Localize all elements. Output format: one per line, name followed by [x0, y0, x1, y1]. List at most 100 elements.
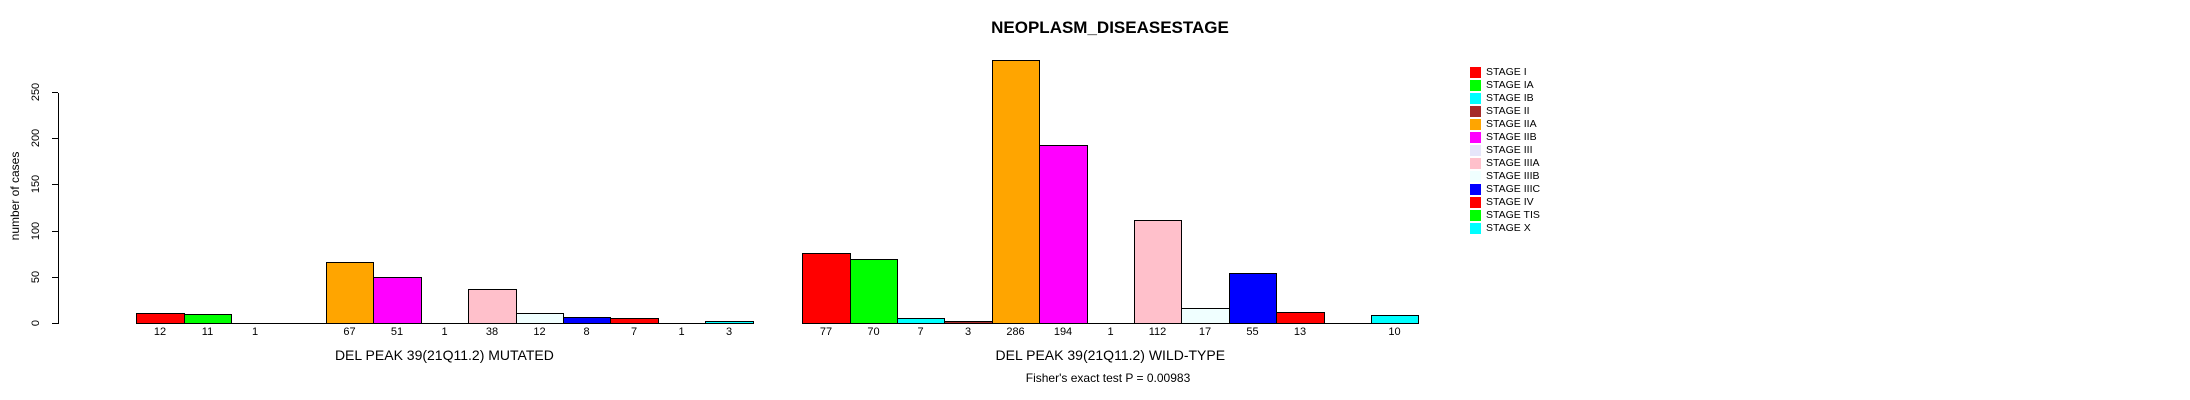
legend-label: STAGE IA	[1486, 79, 1534, 91]
x-axis-group-label: DEL PEAK 39(21Q11.2) WILD-TYPE	[995, 347, 1226, 363]
bar-value-label: 7	[630, 326, 638, 338]
legend-swatch	[1470, 106, 1481, 117]
bar-value-label: 8	[583, 326, 590, 338]
legend-swatch	[1470, 80, 1481, 91]
bar	[1229, 273, 1277, 324]
bar	[1181, 308, 1230, 324]
x-axis-group-label: DEL PEAK 39(21Q11.2) MUTATED	[334, 347, 554, 363]
bar	[944, 321, 993, 324]
legend-swatch	[1470, 171, 1481, 182]
bar-value-label: 12	[153, 326, 167, 338]
legend-item: STAGE TIS	[1470, 209, 1540, 222]
bar	[563, 317, 611, 324]
bar-value-label: 70	[867, 326, 880, 338]
bar	[373, 277, 422, 324]
legend-item: STAGE IV	[1470, 196, 1540, 209]
legend-item: STAGE II	[1470, 105, 1540, 118]
legend-item: STAGE III	[1470, 144, 1540, 157]
bar-value-label: 10	[1388, 326, 1401, 338]
legend-label: STAGE IIIA	[1486, 157, 1540, 169]
bar	[516, 313, 564, 324]
legend-swatch	[1470, 132, 1481, 143]
bar	[468, 289, 517, 324]
legend-item: STAGE IIIB	[1470, 170, 1540, 183]
bar	[184, 314, 232, 324]
legend-label: STAGE II	[1486, 105, 1530, 117]
legend-label: STAGE IIB	[1486, 131, 1537, 143]
legend-swatch	[1470, 197, 1481, 208]
legend-item: STAGE IIIA	[1470, 157, 1540, 170]
legend-item: STAGE X	[1470, 222, 1540, 235]
legend-swatch	[1470, 119, 1481, 130]
bar-value-label: 77	[819, 326, 833, 338]
bar-value-label: 51	[390, 326, 404, 338]
y-tick	[52, 92, 58, 93]
bar	[1039, 145, 1088, 324]
bar	[1276, 312, 1325, 324]
bar-value-label: 3	[725, 326, 733, 338]
bar	[802, 253, 851, 324]
bar-value-label: 12	[533, 326, 546, 338]
legend-label: STAGE III	[1486, 144, 1533, 156]
bar-value-label: 286	[1006, 326, 1025, 338]
bar-value-label: 1	[251, 326, 259, 338]
bar	[897, 318, 945, 324]
legend-label: STAGE IV	[1486, 196, 1534, 208]
bar-value-label: 1	[678, 326, 685, 338]
bar	[231, 323, 280, 324]
legend-label: STAGE IIA	[1486, 118, 1537, 130]
legend-swatch	[1470, 93, 1481, 104]
bar	[421, 323, 469, 324]
y-tick-label: 200	[30, 128, 42, 148]
bar-value-label: 112	[1148, 326, 1167, 338]
bar-value-label: 13	[1293, 326, 1307, 338]
legend-swatch	[1470, 158, 1481, 169]
y-axis-title: number of cases	[8, 151, 22, 241]
y-tick-label: 50	[30, 270, 42, 284]
legend-label: STAGE X	[1486, 222, 1531, 234]
legend-item: STAGE IA	[1470, 79, 1540, 92]
fisher-test-caption: Fisher's exact test P = 0.00983	[1025, 371, 1191, 385]
legend-label: STAGE TIS	[1486, 209, 1540, 221]
bar-value-label: 17	[1198, 326, 1212, 338]
legend-label: STAGE IIIC	[1486, 183, 1541, 195]
bar	[992, 60, 1040, 324]
y-tick	[52, 277, 58, 278]
legend-swatch	[1470, 184, 1481, 195]
legend-item: STAGE IIA	[1470, 118, 1540, 131]
bar	[610, 318, 659, 324]
bar-value-label: 194	[1053, 326, 1073, 338]
legend-swatch	[1470, 67, 1481, 78]
y-tick-label: 100	[30, 221, 42, 241]
bar	[658, 323, 706, 324]
legend: STAGE I STAGE IA STAGE IB STAGE II STAGE IIA…	[1470, 66, 1540, 235]
bar	[850, 259, 898, 324]
legend-item: STAGE IIIC	[1470, 183, 1540, 196]
y-tick-label: 0	[30, 319, 42, 327]
bar-value-label: 11	[201, 326, 214, 338]
y-tick	[52, 231, 58, 232]
bar	[1134, 220, 1182, 324]
bar-value-label: 67	[343, 326, 356, 338]
y-axis-line	[58, 93, 59, 324]
legend-label: STAGE IIIB	[1486, 170, 1540, 182]
y-tick	[52, 323, 58, 324]
bar	[136, 313, 185, 324]
bar-value-label: 7	[917, 326, 924, 338]
bar	[1324, 323, 1372, 324]
legend-item: STAGE IB	[1470, 92, 1540, 105]
bar-value-label: 3	[964, 326, 972, 338]
bar	[1087, 323, 1135, 324]
legend-item: STAGE I	[1470, 66, 1540, 79]
bar	[705, 321, 754, 324]
legend-swatch	[1470, 223, 1481, 234]
legend-swatch	[1470, 145, 1481, 156]
bar	[279, 323, 327, 324]
bar-value-label: 38	[485, 326, 499, 338]
y-tick	[52, 138, 58, 139]
y-tick-label: 250	[30, 82, 42, 102]
bar-value-label: 1	[441, 326, 448, 338]
chart-title: NEOPLASM_DISEASESTAGE	[991, 18, 1229, 37]
legend-swatch	[1470, 210, 1481, 221]
